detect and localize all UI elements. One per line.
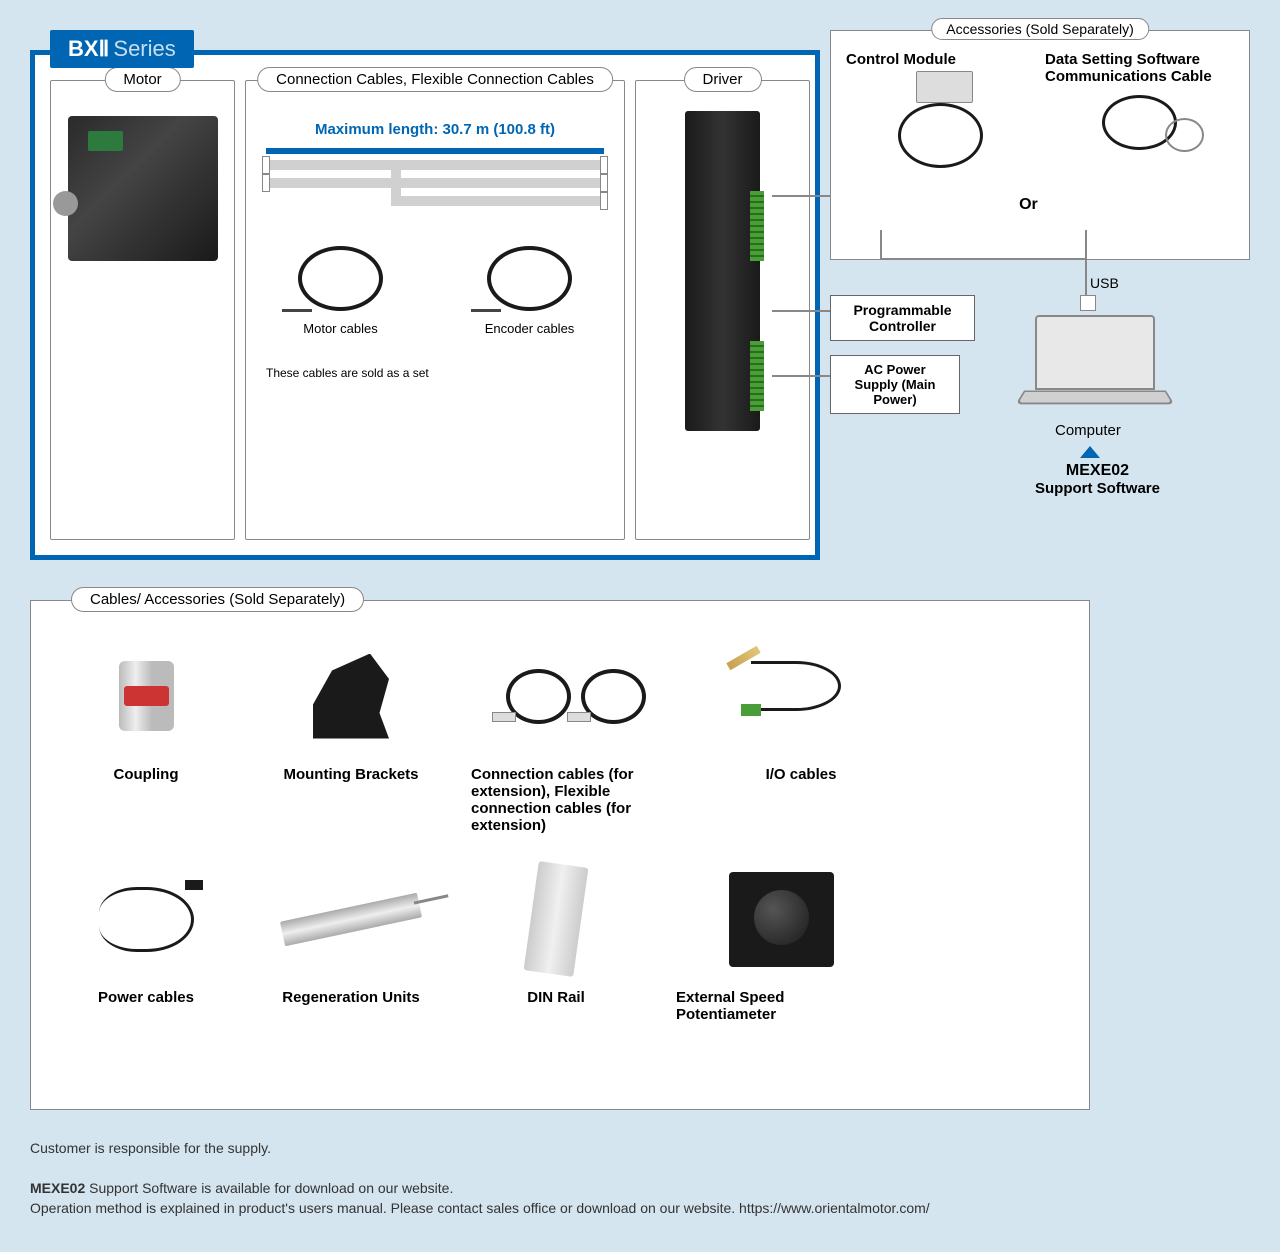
io-cable-icon — [751, 661, 851, 731]
brackets-item: Mounting Brackets — [266, 641, 436, 834]
din-icon — [524, 861, 589, 977]
motor-cable-label: Motor cables — [286, 321, 396, 336]
pot-item: External Speed Potentiameter — [676, 864, 886, 1023]
programmable-controller-box: Programmable Controller — [830, 295, 975, 341]
data-cable-col: Data Setting Software Communications Cab… — [1045, 51, 1234, 168]
regen-item: Regeneration Units — [266, 864, 436, 1023]
data-cable-icon — [1102, 95, 1177, 150]
potentiometer-icon — [729, 872, 834, 967]
encoder-cable-label: Encoder cables — [475, 321, 585, 336]
cable-diagram — [266, 148, 604, 206]
io-cables-item: I/O cables — [716, 641, 886, 834]
computer-label: Computer — [1055, 422, 1121, 439]
din-item: DIN Rail — [471, 864, 641, 1023]
cable-images-row: Motor cables Encoder cables — [246, 246, 624, 336]
io-cables-label: I/O cables — [716, 766, 886, 783]
motor-label: Motor — [104, 67, 180, 92]
series-bold: BXⅡ — [68, 36, 109, 61]
data-cable-title: Data Setting Software Communications Cab… — [1045, 51, 1234, 85]
encoder-cable-icon — [487, 246, 572, 311]
mexe-arrow-icon — [1080, 446, 1100, 458]
motor-section: Motor — [50, 80, 235, 540]
ac-power-box: AC Power Supply (Main Power) — [830, 355, 960, 414]
motor-cable-icon — [298, 246, 383, 311]
connection-line — [880, 258, 1087, 260]
connection-line — [772, 310, 830, 312]
regen-label: Regeneration Units — [266, 989, 436, 1006]
computer-image — [1020, 315, 1170, 415]
mexe-title: MEXE02 — [1066, 462, 1129, 479]
power-cables-item: Power cables — [61, 864, 231, 1023]
series-light: Series — [113, 36, 175, 61]
motor-cable-item: Motor cables — [286, 246, 396, 336]
coupling-label: Coupling — [61, 766, 231, 783]
power-cables-label: Power cables — [61, 989, 231, 1006]
coupling-icon — [119, 661, 174, 731]
main-series-frame: Motor Connection Cables, Flexible Connec… — [30, 50, 820, 560]
coupling-item: Coupling — [61, 641, 231, 834]
series-badge: BXⅡSeries — [50, 30, 194, 68]
usb-label: USB — [1090, 275, 1119, 291]
footer-line1: Customer is responsible for the supply. — [30, 1140, 271, 1156]
ext-cable-icon — [506, 669, 646, 724]
footer-mexe: MEXE02 — [30, 1180, 85, 1196]
control-module-col: Control Module — [846, 51, 1035, 168]
accessories-lower-box: Cables/ Accessories (Sold Separately) Co… — [30, 600, 1090, 1110]
cables-section: Connection Cables, Flexible Connection C… — [245, 80, 625, 540]
or-text: Or — [1019, 196, 1038, 214]
connection-line — [772, 375, 830, 377]
footer-line2: MEXE02 Support Software is available for… — [30, 1180, 453, 1196]
pot-label: External Speed Potentiameter — [676, 989, 886, 1023]
connection-line — [880, 230, 882, 260]
connection-line — [772, 195, 830, 197]
accessories-lower-label: Cables/ Accessories (Sold Separately) — [71, 587, 364, 612]
connection-line — [1085, 230, 1087, 260]
cables-label: Connection Cables, Flexible Connection C… — [257, 67, 613, 92]
ext-cables-item: Connection cables (for extension), Flexi… — [471, 641, 681, 834]
ext-cables-label: Connection cables (for extension), Flexi… — [471, 766, 681, 834]
usb-connector-icon — [1080, 295, 1096, 311]
din-label: DIN Rail — [471, 989, 641, 1006]
regen-icon — [280, 892, 422, 946]
bracket-icon — [304, 654, 399, 739]
power-cable-icon — [99, 887, 194, 952]
driver-label: Driver — [684, 67, 762, 92]
footer-line3: Operation method is explained in product… — [30, 1200, 930, 1216]
accessories-top-label: Accessories (Sold Separately) — [931, 18, 1149, 40]
mexe-label: MEXE02 Support Software — [1000, 462, 1195, 497]
connection-line — [1085, 260, 1087, 295]
control-module-icon — [898, 103, 983, 168]
motor-image — [68, 116, 218, 261]
driver-image — [685, 111, 760, 431]
cable-set-note: These cables are sold as a set — [266, 366, 604, 380]
control-module-title: Control Module — [846, 51, 1035, 68]
max-length-text: Maximum length: 30.7 m (100.8 ft) — [246, 121, 624, 138]
accessories-top-box: Accessories (Sold Separately) Control Mo… — [830, 30, 1250, 260]
brackets-label: Mounting Brackets — [266, 766, 436, 783]
mexe-subtitle: Support Software — [1000, 480, 1195, 497]
footer-line2b: Support Software is available for downlo… — [85, 1180, 453, 1196]
encoder-cable-item: Encoder cables — [475, 246, 585, 336]
